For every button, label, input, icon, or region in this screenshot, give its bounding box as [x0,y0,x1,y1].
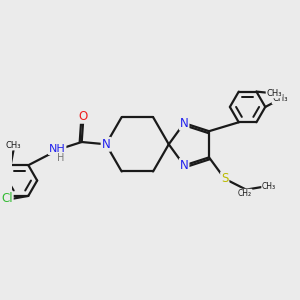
Text: CH₃: CH₃ [266,88,282,98]
Text: CH₃: CH₃ [6,141,21,150]
Text: CH₃: CH₃ [272,94,288,103]
Text: CH₂: CH₂ [238,189,252,198]
Text: S: S [221,172,228,185]
Text: NH: NH [49,144,65,154]
Text: H: H [57,153,64,163]
Text: N: N [180,117,188,130]
Text: N: N [102,138,110,151]
Text: Cl: Cl [1,192,13,205]
Text: O: O [79,110,88,123]
Text: CH₃: CH₃ [262,182,276,191]
Text: N: N [180,159,188,172]
